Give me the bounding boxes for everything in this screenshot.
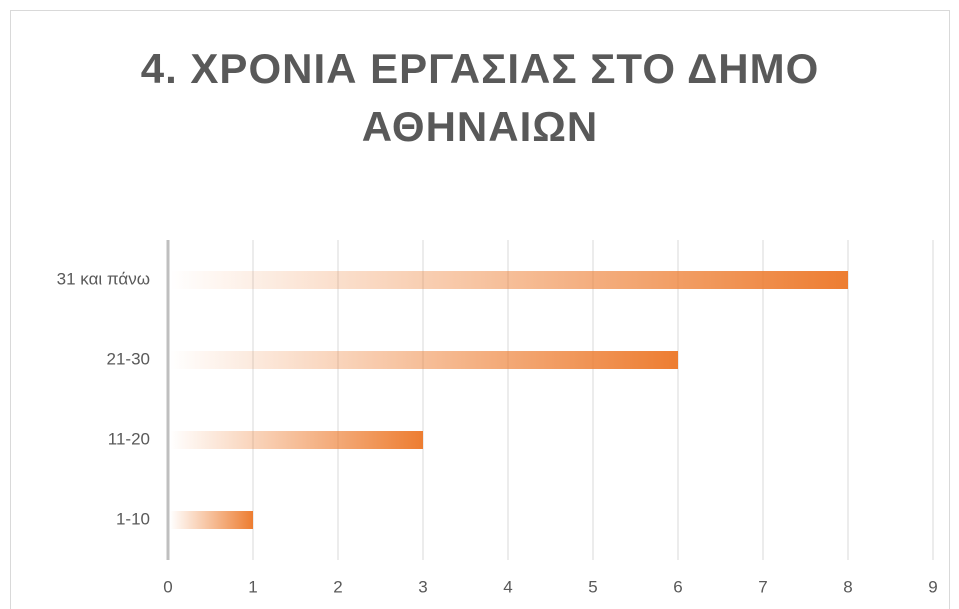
bar [170, 271, 848, 289]
y-tick-label: 21-30 [107, 349, 150, 368]
y-tick-label: 1-10 [116, 509, 150, 528]
x-tick-label: 0 [163, 577, 172, 596]
chart-frame [10, 10, 950, 609]
y-tick-label: 11-20 [108, 429, 150, 448]
x-tick-label: 5 [588, 577, 597, 596]
bar [170, 351, 678, 369]
bar [170, 511, 253, 529]
x-tick-label: 2 [333, 577, 342, 596]
y-tick-label: 31 και πάνω [57, 269, 150, 288]
bar [170, 431, 423, 449]
x-tick-label: 3 [418, 577, 427, 596]
x-tick-label: 4 [503, 577, 512, 596]
x-tick-label: 1 [248, 577, 257, 596]
x-tick-label: 6 [673, 577, 682, 596]
chart-title: 4. ΧΡΟΝΙΑ ΕΡΓΑΣΙΑΣ ΣΤΟ ΔΗΜΟ ΑΘΗΝΑΙΩΝ [140, 45, 820, 150]
x-tick-label: 7 [758, 577, 767, 596]
x-tick-label: 8 [843, 577, 852, 596]
x-tick-label: 9 [928, 577, 937, 596]
